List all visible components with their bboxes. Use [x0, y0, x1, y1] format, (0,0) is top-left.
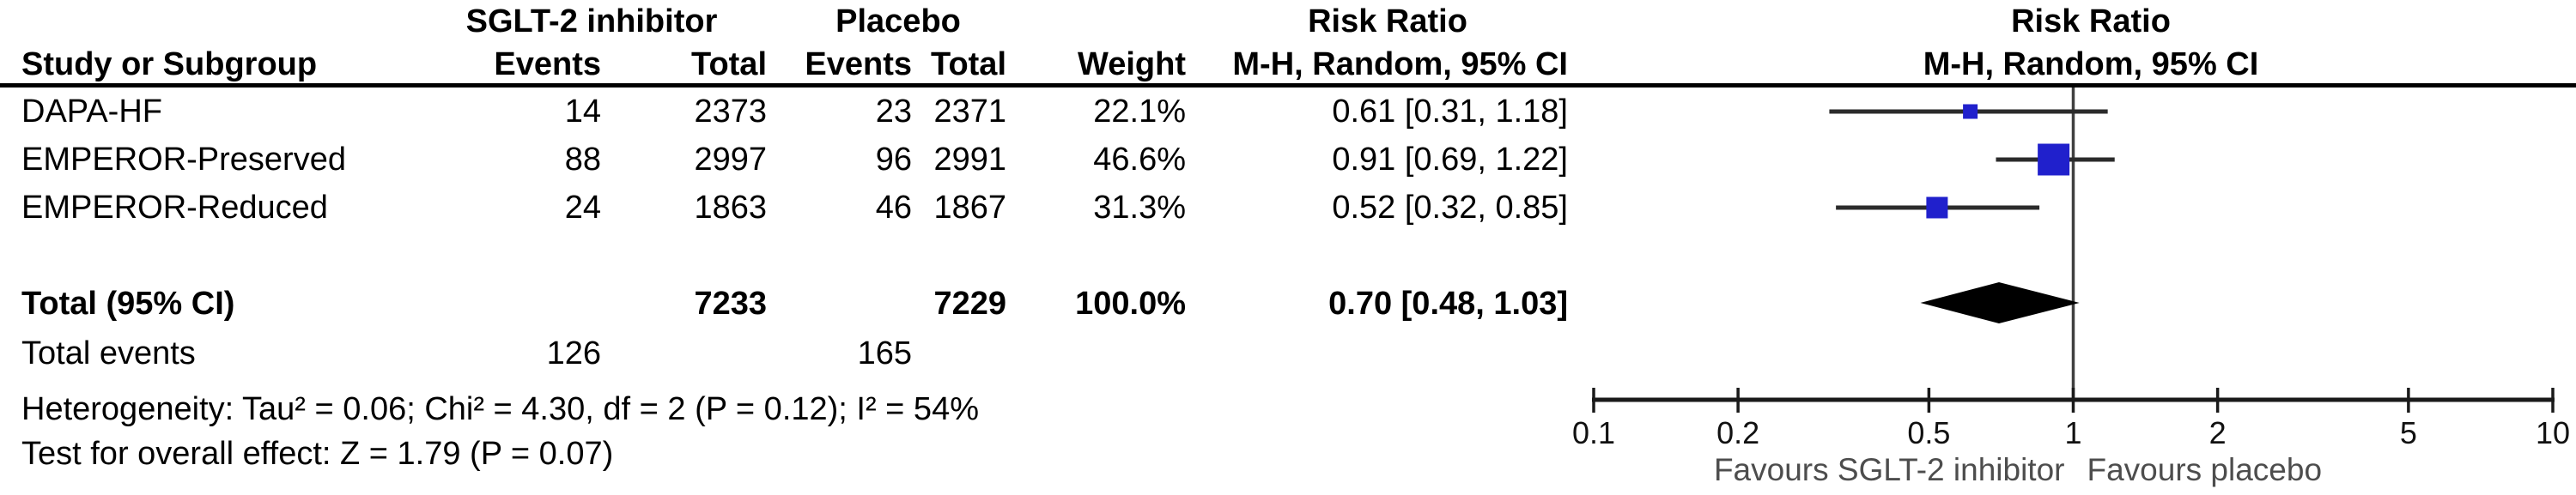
- study-name: DAPA-HF: [21, 94, 162, 130]
- total-events1-cell: 126: [546, 335, 601, 371]
- method-col-header: M-H, Random, 95% CI: [1232, 46, 1568, 82]
- weight-cell: 22.1%: [1093, 94, 1186, 130]
- total2-cell: 2371: [933, 94, 1006, 130]
- total2-cell: 2991: [933, 142, 1006, 178]
- heterogeneity-stats: Heterogeneity: Tau² = 0.06; Chi² = 4.30,…: [21, 391, 979, 427]
- total-rr-ci-cell: 0.70 [0.48, 1.03]: [1328, 286, 1568, 322]
- effect-square-DAPA-HF: [1963, 104, 1978, 119]
- rr-ci-cell: 0.52 [0.32, 0.85]: [1332, 190, 1568, 226]
- weight-cell: 46.6%: [1093, 142, 1186, 178]
- study-name: EMPEROR-Preserved: [21, 142, 346, 178]
- events2-cell: 46: [875, 190, 912, 226]
- rr-ci-cell: 0.91 [0.69, 1.22]: [1332, 142, 1568, 178]
- total-weight-cell: 100.0%: [1075, 286, 1186, 322]
- favours-left-label: Favours SGLT-2 inhibitor: [1714, 452, 2065, 487]
- x-axis-tick-label: 1: [2064, 415, 2081, 450]
- events1-col-header: Events: [494, 46, 601, 82]
- events1-cell: 14: [564, 94, 601, 130]
- x-axis-tick-label: 2: [2209, 415, 2227, 450]
- x-axis-tick-label: 0.5: [1907, 415, 1950, 450]
- total2-cell: 1867: [933, 190, 1006, 226]
- total-events2-cell: 165: [857, 335, 912, 371]
- summary-diamond: [1920, 282, 2080, 323]
- x-axis-tick-label: 5: [2400, 415, 2417, 450]
- weight-cell: 31.3%: [1093, 190, 1186, 226]
- effect-square-EMPEROR-Preserved: [2038, 143, 2070, 176]
- x-axis-tick-label: 10: [2536, 415, 2570, 450]
- study-name: EMPEROR-Reduced: [21, 190, 328, 226]
- rr-ci-cell: 0.61 [0.31, 1.18]: [1332, 94, 1568, 130]
- overall-effect-stats: Test for overall effect: Z = 1.79 (P = 0…: [21, 436, 614, 472]
- method-plot-header: M-H, Random, 95% CI: [1923, 46, 2259, 82]
- x-axis-tick-label: 0.1: [1572, 415, 1615, 450]
- total2-col-header: Total: [931, 46, 1006, 82]
- total1-cell: 2373: [694, 94, 767, 130]
- total1-sum-cell: 7233: [694, 286, 767, 322]
- weight-col-header: Weight: [1078, 46, 1186, 82]
- total-row-label: Total (95% CI): [21, 286, 235, 322]
- total1-cell: 1863: [694, 190, 767, 226]
- events2-cell: 96: [875, 142, 912, 178]
- events1-cell: 88: [564, 142, 601, 178]
- total2-sum-cell: 7229: [933, 286, 1006, 322]
- total1-col-header: Total: [691, 46, 767, 82]
- group2-header: Placebo: [835, 3, 961, 39]
- effect-square-EMPEROR-Reduced: [1926, 196, 1948, 219]
- events2-cell: 23: [875, 94, 912, 130]
- risk-ratio-column-header: Risk Ratio: [1308, 3, 1467, 39]
- x-axis-tick-label: 0.2: [1716, 415, 1759, 450]
- events2-col-header: Events: [805, 46, 912, 82]
- total1-cell: 2997: [694, 142, 767, 178]
- risk-ratio-plot-header: Risk Ratio: [2011, 3, 2171, 39]
- total-events-label: Total events: [21, 335, 196, 371]
- events1-cell: 24: [564, 190, 601, 226]
- study-col-header: Study or Subgroup: [21, 46, 318, 82]
- favours-right-label: Favours placebo: [2087, 452, 2323, 487]
- group1-header: SGLT-2 inhibitor: [465, 3, 718, 39]
